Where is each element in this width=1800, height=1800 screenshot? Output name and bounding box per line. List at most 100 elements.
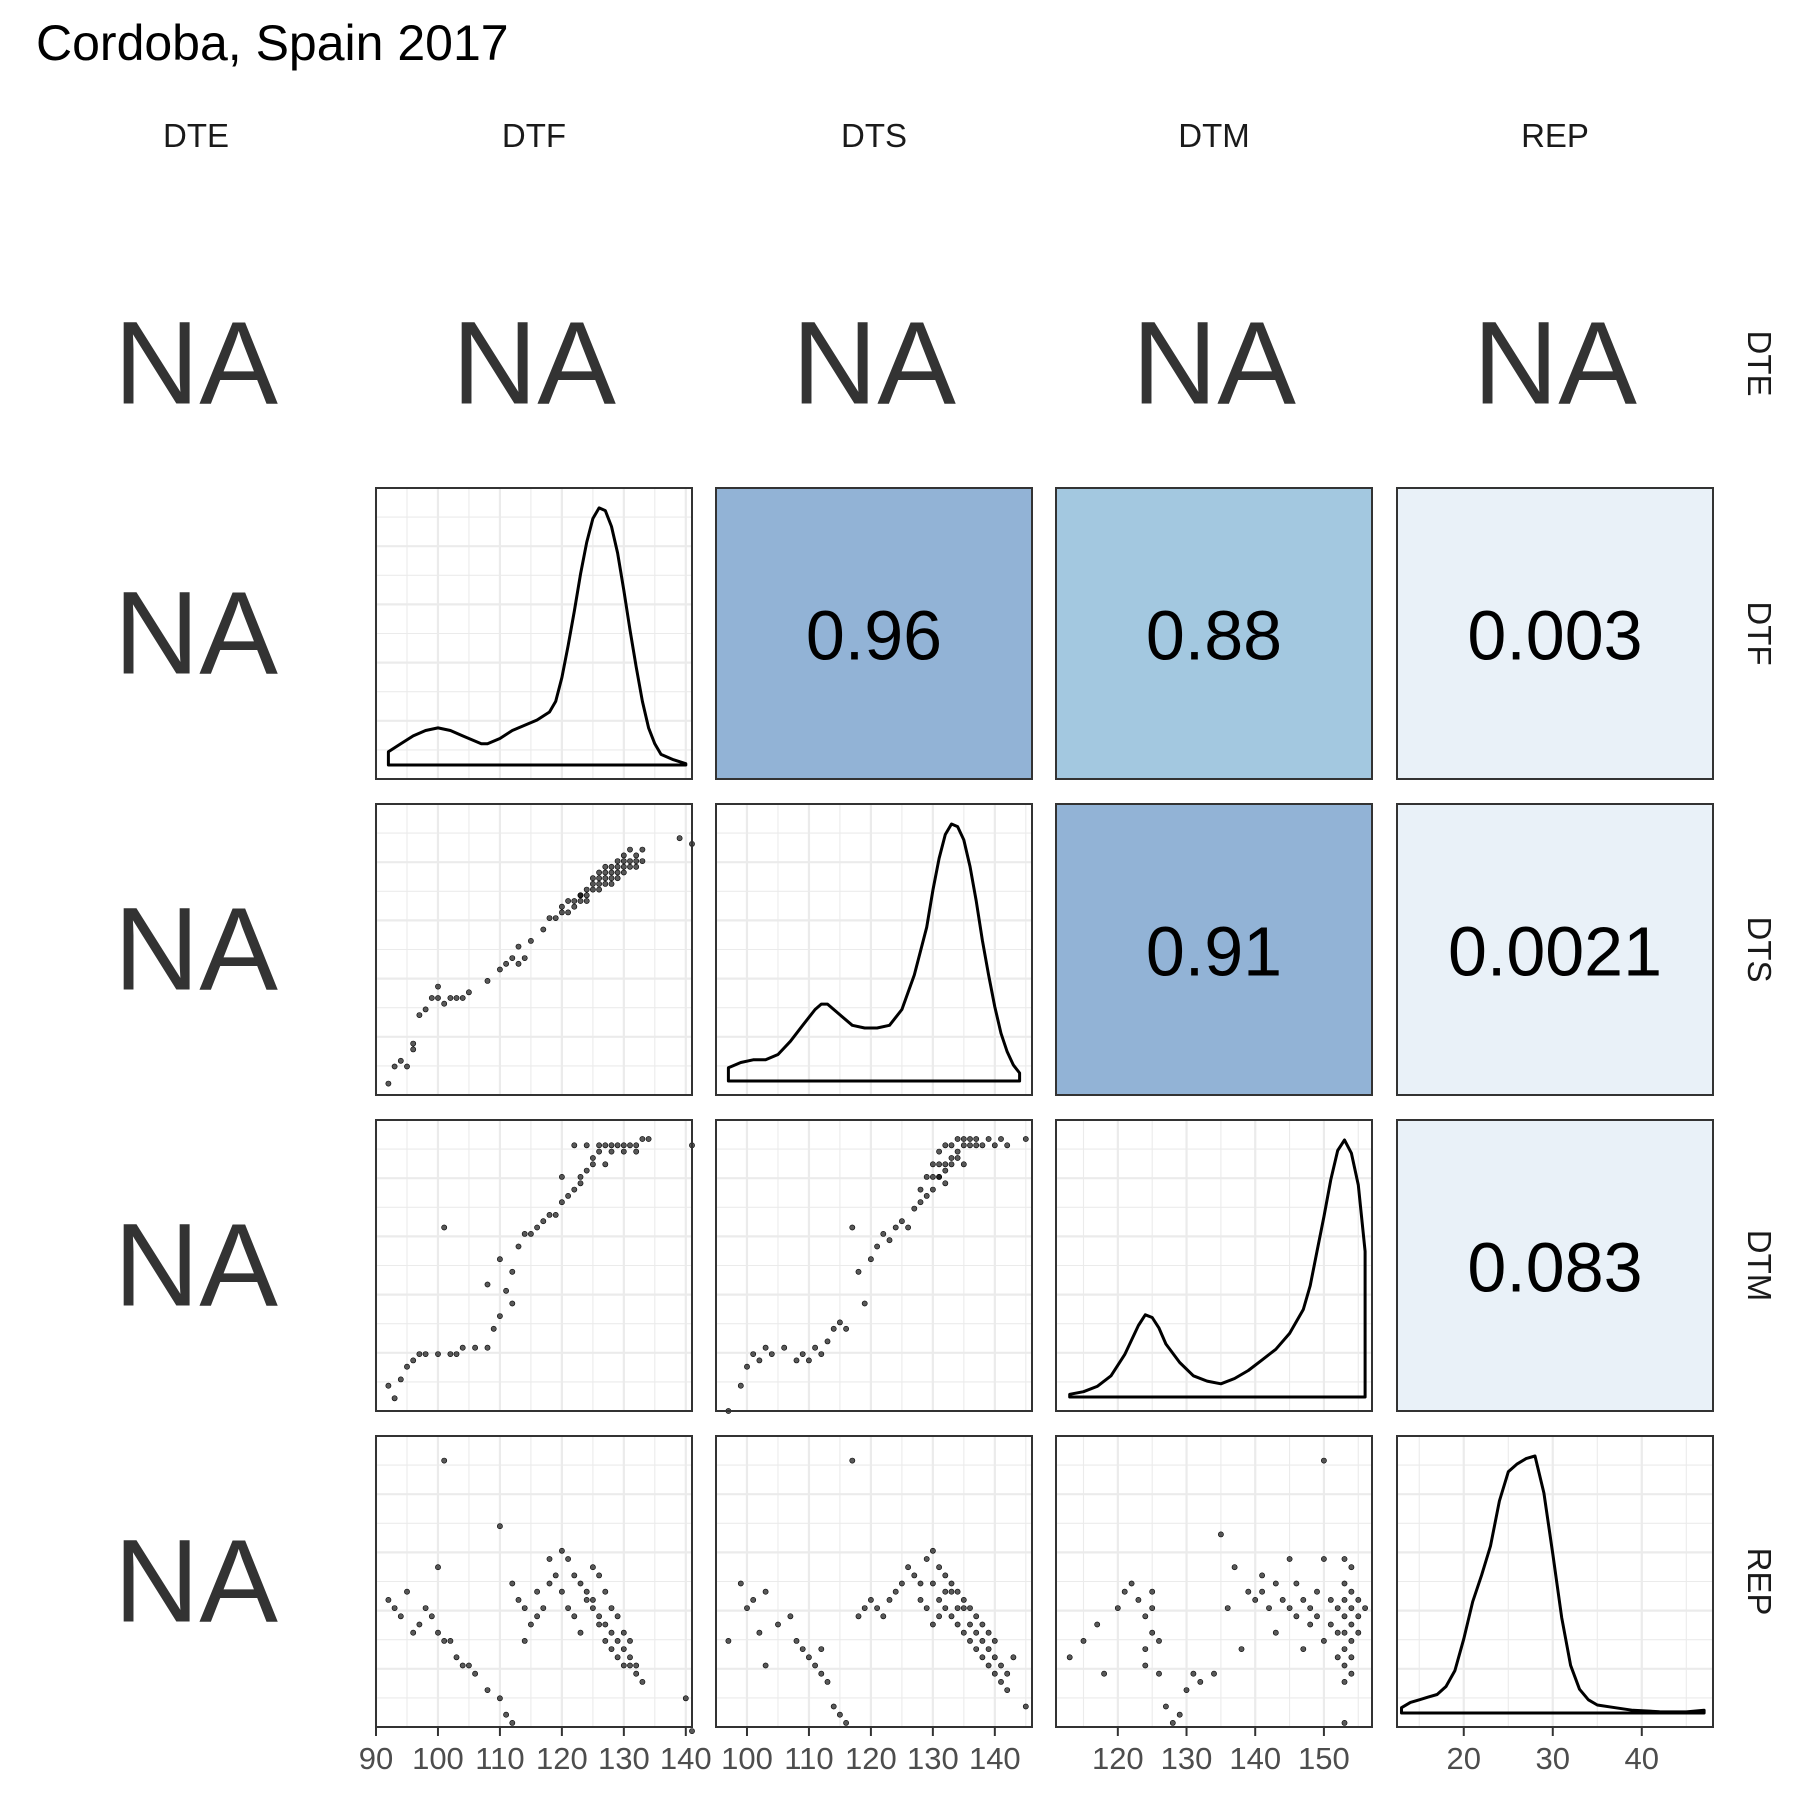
point-dts-dtf-55 (590, 875, 596, 882)
point-rep-dtf-68 (689, 1728, 695, 1734)
point-dts-dtf-1 (391, 1063, 398, 1070)
x-tick-label-dtf-110: 110 (475, 1741, 524, 1776)
point-dtm-dtf-16 (503, 1287, 509, 1294)
point-rep-dts-69 (1004, 1670, 1011, 1677)
point-rep-dtm-21 (1197, 1679, 1204, 1685)
point-dtm-dtf-39 (645, 1136, 652, 1142)
panel-dts-dtf (374, 803, 695, 1096)
point-dtm-dtf-42 (596, 1142, 602, 1149)
point-rep-dtm-20 (1190, 1670, 1197, 1677)
x-tick-label-dtm-130: 130 (1161, 1741, 1213, 1776)
point-dtm-dtf-13 (484, 1344, 491, 1351)
point-rep-dts-53 (985, 1629, 992, 1636)
point-dtm-dts-15 (837, 1319, 843, 1326)
point-rep-dtf-64 (546, 1556, 553, 1562)
point-rep-dtm-46 (1341, 1556, 1348, 1562)
point-rep-dtm-57 (1348, 1621, 1355, 1628)
point-rep-dtm-39 (1321, 1457, 1327, 1464)
point-rep-dts-28 (917, 1597, 924, 1603)
point-dts-dtf-39 (627, 858, 633, 864)
point-rep-dtm-29 (1266, 1605, 1272, 1611)
point-dts-dtf-7 (422, 1006, 429, 1013)
point-dtm-dtf-49 (559, 1174, 565, 1180)
point-dts-dtf-61 (627, 846, 633, 853)
point-rep-dtf-62 (620, 1629, 627, 1636)
point-rep-dtm-3 (1101, 1670, 1107, 1677)
point-dtm-dts-55 (960, 1161, 967, 1168)
panel-dtf-rep: 0.003 (1396, 487, 1714, 780)
point-dtm-dtf-15 (496, 1313, 503, 1319)
point-rep-dtf-51 (602, 1621, 609, 1628)
panel-dts-dts (715, 803, 1033, 1096)
point-dtm-dtf-12 (472, 1344, 478, 1351)
point-dtm-dtf-11 (459, 1344, 466, 1351)
point-dts-dtf-47 (596, 886, 602, 893)
point-rep-dtf-23 (515, 1597, 522, 1603)
point-dts-dtf-63 (583, 898, 590, 904)
point-rep-dts-12 (818, 1670, 825, 1677)
point-rep-dtf-66 (521, 1638, 528, 1644)
na-label-rep-dte: NA (114, 1516, 278, 1648)
point-rep-dtm-7 (1135, 1597, 1142, 1603)
point-rep-dts-25 (899, 1580, 905, 1587)
point-rep-dts-13 (824, 1679, 831, 1685)
point-rep-dtm-12 (1149, 1605, 1156, 1611)
point-dtm-dts-43 (936, 1148, 942, 1155)
point-rep-dtm-61 (1355, 1597, 1362, 1603)
point-dts-dtf-37 (614, 863, 621, 870)
point-dtm-dtf-21 (534, 1224, 540, 1231)
point-rep-dtm-41 (1327, 1597, 1334, 1603)
point-dtm-dts-1 (737, 1382, 744, 1389)
point-dtm-dtf-51 (509, 1300, 516, 1307)
point-dtm-dts-39 (985, 1136, 992, 1142)
point-rep-dtm-25 (1231, 1564, 1238, 1571)
x-tick-label-dts-140: 140 (969, 1741, 1021, 1776)
x-tick-label-dtf-140: 140 (660, 1741, 712, 1776)
point-dts-dtf-22 (521, 955, 528, 961)
point-rep-dtm-52 (1341, 1662, 1348, 1669)
point-rep-dtf-17 (503, 1711, 509, 1718)
point-rep-dtf-4 (410, 1629, 417, 1636)
point-rep-dtf-11 (453, 1654, 460, 1661)
point-rep-dtm-19 (1183, 1687, 1190, 1693)
point-dts-dtf-70 (676, 835, 683, 842)
point-rep-dts-70 (1022, 1703, 1029, 1710)
point-dts-dtf-45 (583, 892, 590, 899)
point-dts-dtf-36 (608, 869, 615, 876)
column-label-dts: DTS (841, 117, 907, 154)
x-tick-label-dtm-140: 140 (1229, 1741, 1281, 1776)
point-dtm-dtf-18 (515, 1243, 522, 1250)
row-label-dtf: DTF (1741, 601, 1778, 665)
point-rep-dtf-18 (509, 1720, 516, 1726)
point-dtm-dtf-17 (509, 1268, 516, 1275)
point-dts-dtf-25 (546, 915, 553, 921)
point-rep-dtf-43 (639, 1679, 646, 1685)
point-dts-dtf-35 (602, 875, 609, 882)
point-rep-dtf-2 (397, 1613, 404, 1620)
point-rep-dts-33 (948, 1613, 955, 1620)
point-dtm-dtf-19 (521, 1231, 528, 1237)
point-rep-dts-55 (917, 1580, 924, 1587)
point-rep-dtf-27 (540, 1605, 547, 1611)
point-rep-dts-47 (948, 1580, 955, 1587)
point-rep-dtf-42 (633, 1670, 640, 1677)
x-tick-label-dtm-120: 120 (1092, 1741, 1144, 1776)
point-rep-dtf-28 (546, 1580, 553, 1587)
point-rep-dtf-35 (590, 1605, 596, 1611)
point-rep-dts-18 (855, 1613, 862, 1620)
point-dts-dtf-56 (596, 869, 602, 876)
point-dts-dtf-40 (633, 852, 640, 859)
point-dtm-dts-7 (781, 1344, 788, 1351)
density-curve-rep (1400, 1454, 1706, 1715)
point-rep-dts-38 (979, 1654, 986, 1661)
point-dtm-dtf-9 (447, 1351, 454, 1357)
point-rep-dtf-48 (583, 1588, 590, 1595)
point-rep-dts-67 (991, 1654, 998, 1661)
point-dts-dtf-32 (583, 886, 590, 893)
point-rep-dts-68 (998, 1662, 1004, 1669)
point-rep-dtf-33 (577, 1629, 584, 1636)
point-dtm-dts-26 (905, 1224, 911, 1231)
point-dtm-dts-21 (874, 1243, 880, 1250)
point-rep-dtm-50 (1341, 1629, 1348, 1636)
point-rep-dts-61 (954, 1605, 961, 1611)
